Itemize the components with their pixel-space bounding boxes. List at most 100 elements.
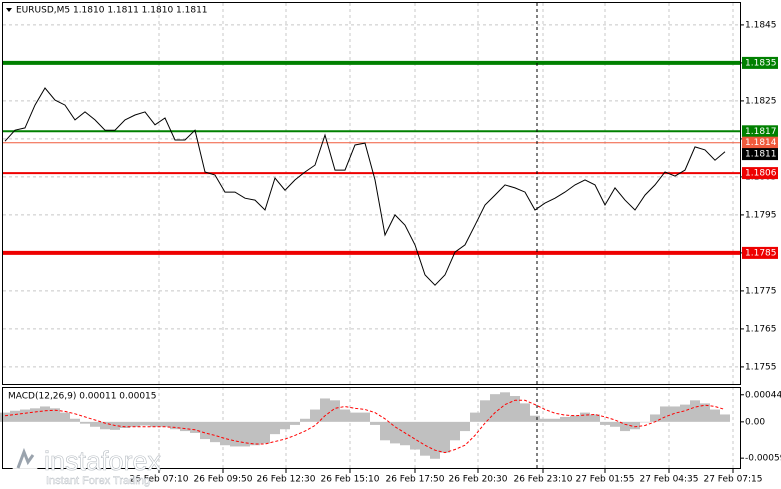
macd-bar [670,406,680,422]
x-tick-label: 27 Feb 01:55 [575,475,634,485]
macd-bar [720,414,730,422]
macd-bar [220,421,230,446]
macd-bar [300,418,310,422]
labels-layer: 1.18451.18351.18251.18151.18051.17951.17… [129,20,781,484]
macd-bar [620,421,630,432]
level-label: 1.1785 [745,248,777,258]
macd-bar [190,421,200,433]
x-tick-label: 26 Feb 07:10 [129,475,188,485]
x-tick-label: 26 Feb 20:30 [448,475,507,485]
y-tick-label: 1.1755 [745,362,777,372]
macd-frame [2,387,741,469]
y-tick-label: 1.1775 [745,286,777,296]
level-label: 1.1814 [745,138,777,148]
macd-bar [640,421,650,423]
chart-title: EURUSD,M5 1.1810 1.1811 1.1810 1.1811 [16,6,208,16]
level-label-box [742,125,778,138]
macd-bar [60,412,70,422]
macd-bar [550,418,560,422]
watermark-logo-mark [16,447,35,469]
macd-bar [130,421,140,427]
x-tick-label: 26 Feb 17:50 [385,475,444,485]
macd-bar [420,421,430,456]
macd-bar [330,400,340,422]
y-tick-label: 1.1795 [745,210,777,220]
macd-bar [90,421,100,427]
macd-bar [520,403,530,422]
macd-bar [650,414,660,422]
macd-bar [280,421,290,430]
macd-bar [80,421,90,424]
x-tick-label: 26 Feb 09:50 [193,475,252,485]
macd-bar [540,418,550,422]
macd-bar [360,412,370,422]
macd-bar [270,421,280,435]
x-tick-label: 26 Feb 12:30 [256,475,315,485]
macd-bar [30,408,40,422]
macd-bar [0,412,10,422]
level-label-box [742,56,778,69]
macd-bar [180,421,190,432]
macd-bar [600,421,610,425]
macd-bar [690,400,700,422]
macd-bar [530,415,540,422]
level-label: 1.1811 [745,150,777,160]
macd-bar [290,421,300,425]
macd-bar [490,394,500,422]
x-tick-label: 26 Feb 15:10 [320,475,379,485]
macd-bar [40,406,50,422]
macd-bar [710,409,720,422]
macd-bar [370,421,380,425]
macd-bar [440,421,450,453]
macd-bar [590,414,600,422]
macd-bar [240,421,250,447]
macd-bar [350,412,360,422]
macd-bar [390,421,400,444]
macd-bar [700,403,710,422]
macd-bar [340,409,350,422]
x-tick-label: 27 Feb 04:35 [639,475,698,485]
level-label: 1.1806 [745,169,777,179]
macd-bar [140,421,150,426]
macd-bar [470,412,480,422]
macd-bar [570,415,580,422]
macd-bar [160,421,170,427]
level-label-box [742,148,778,161]
macd-bar [260,421,270,444]
macd-bar [660,406,670,422]
watermark-brand: instaforex [44,446,162,476]
macd-bar [200,421,210,440]
macd-bar [680,404,690,422]
macd-bar [20,409,30,422]
y-tick-label: 0.00044 [745,390,781,400]
x-tick-label: 26 Feb 23:10 [513,475,572,485]
x-tick-label: 27 Feb 07:15 [703,475,762,485]
level-label-box [742,167,778,180]
macd-bar [430,421,440,459]
macd-bar [510,396,520,422]
level-label-box [742,136,778,149]
level-label: 1.1835 [745,58,777,68]
signal-line [4,399,726,454]
level-label-box [742,246,778,259]
y-tick-label: 1.1825 [745,96,777,106]
macd-bar [230,421,240,447]
macd-bar [250,421,260,446]
macd-bar [320,398,330,422]
macd-bar [410,421,420,450]
macd-bar [150,421,160,427]
macd-bar [400,421,410,446]
macd-bar [380,421,390,441]
macd-bar [120,421,130,428]
macd-bar [580,412,590,422]
macd-bar [170,421,180,430]
macd-bar [610,421,620,427]
title-arrow [6,8,12,12]
macd-bar [210,421,220,443]
macd-bar [10,410,20,422]
macd-bar [500,392,510,422]
macd-bar [100,421,110,430]
main-frame [2,2,741,385]
macd-bar [630,421,640,430]
